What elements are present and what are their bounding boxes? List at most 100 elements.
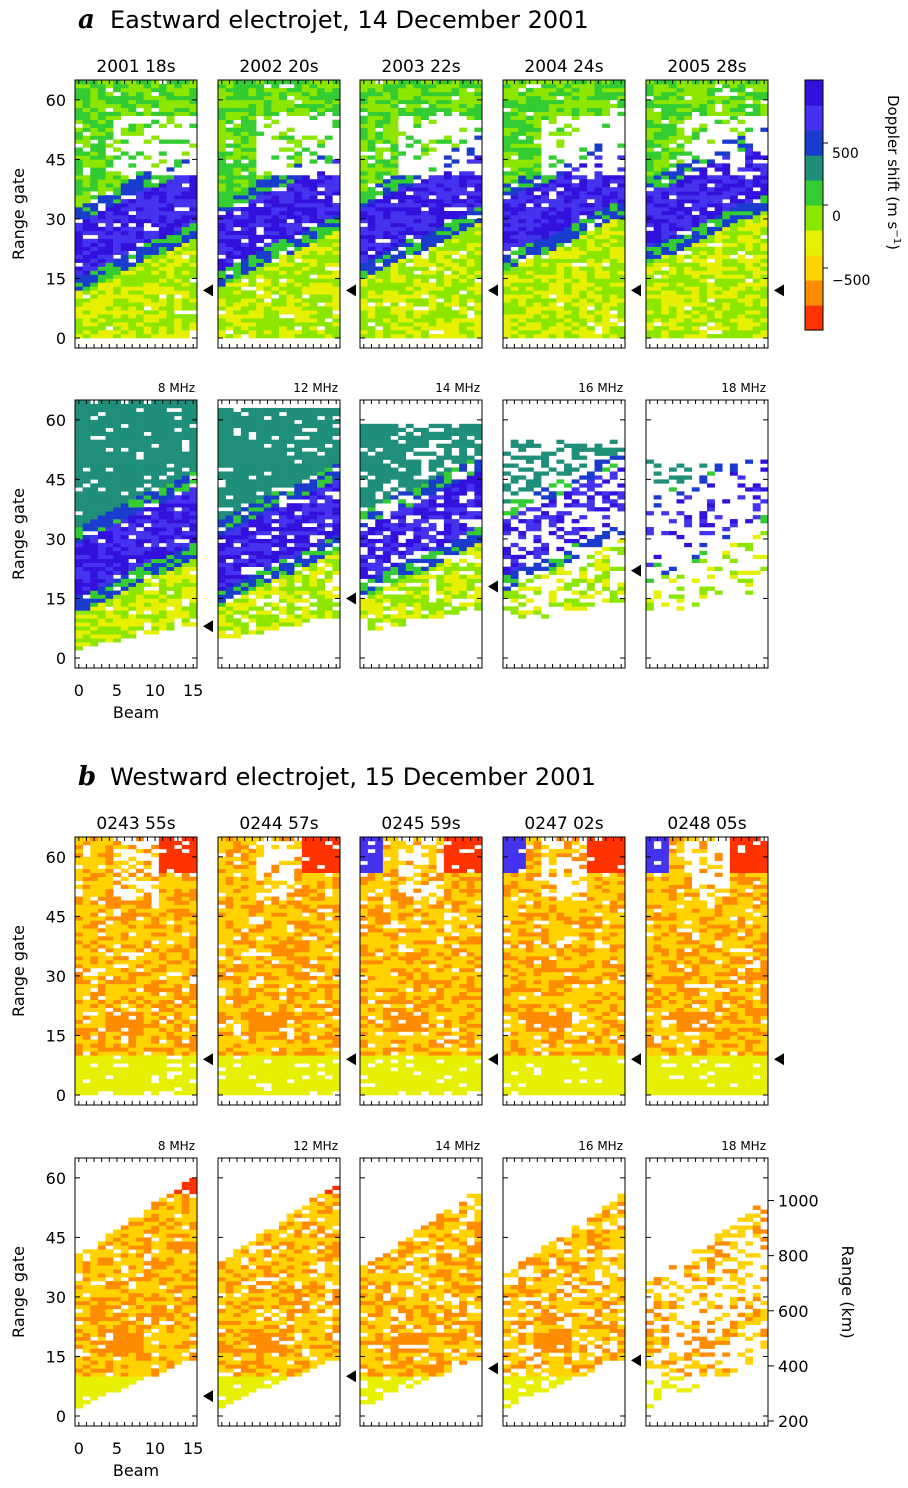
data-cell [737,214,746,220]
data-cell [752,238,761,244]
data-cell [510,274,519,279]
data-cell [745,262,754,267]
data-cell [120,250,129,255]
data-cell [375,286,384,291]
data-cell [97,127,106,132]
data-cell [82,598,91,603]
data-cell [105,459,114,464]
data-cell [602,298,611,303]
data-cell [579,195,588,200]
data-cell [617,246,626,251]
data-cell [436,306,445,311]
data-cell [684,91,693,97]
data-cell [82,538,91,544]
data-cell [233,270,242,275]
data-cell [158,203,167,208]
data-cell [360,318,368,323]
data-cell [699,318,708,323]
data-cell [466,238,475,244]
data-cell [360,95,368,101]
data-cell [375,270,384,275]
data-cell [459,187,468,192]
data-cell [218,95,226,101]
data-cell [556,294,565,299]
data-cell [518,222,527,228]
data-cell [309,107,318,113]
data-cell [548,218,557,224]
data-cell [541,195,550,200]
data-cell [151,163,160,168]
data-cell [324,258,333,263]
data-cell [256,302,265,307]
data-cell [699,230,708,236]
data-cell [459,87,468,93]
data-cell [668,254,677,259]
data-cell [75,238,83,244]
data-cell [413,278,422,283]
data-cell [82,310,91,315]
data-cell [263,254,272,259]
data-cell [279,218,287,224]
data-cell [158,250,167,255]
data-cell [510,282,519,287]
data-cell [684,135,693,140]
data-cell [120,330,129,335]
data-cell [128,234,137,240]
data-cell [752,107,761,113]
data-cell [518,334,527,339]
data-cell [367,179,376,184]
data-cell [413,334,422,339]
data-cell [225,91,234,97]
data-cell [286,222,295,228]
data-cell [510,167,519,172]
data-cell [518,119,527,124]
data-cell [218,103,226,109]
data-cell [324,191,333,196]
data-cell [646,254,654,259]
data-cell [691,270,700,275]
data-cell [428,147,437,152]
data-cell [451,175,460,180]
data-cell [405,302,414,307]
data-cell [668,199,677,204]
data-cell [390,99,399,105]
data-cell [324,330,333,335]
data-cell [367,187,376,192]
data-cell [668,238,677,244]
data-cell [617,242,626,248]
data-cell [443,306,452,311]
data-cell [75,550,83,556]
data-cell [82,111,91,117]
data-cell [324,99,333,105]
data-cell [602,195,611,200]
data-cell [564,314,572,319]
data-cell [113,187,122,192]
data-cell [240,302,249,307]
data-cell [105,123,114,128]
data-cell [579,294,588,299]
data-cell [714,254,723,259]
data-cell [136,203,144,208]
data-cell [128,294,137,299]
data-cell [143,203,152,208]
data-cell [286,294,295,299]
data-cell [158,314,167,319]
data-cell [684,322,693,327]
data-cell [737,334,746,339]
data-cell [256,246,265,251]
data-cell [714,203,723,208]
data-cell [120,322,129,327]
data-cell [405,278,414,283]
data-cell [752,306,761,311]
data-cell [510,99,519,105]
data-cell [225,318,234,323]
data-cell [181,286,190,291]
data-cell [564,83,572,89]
data-cell [97,234,106,240]
data-cell [105,159,114,164]
data-cell [579,187,588,192]
data-cell [398,99,407,105]
data-cell [240,250,249,255]
data-cell [97,270,106,275]
